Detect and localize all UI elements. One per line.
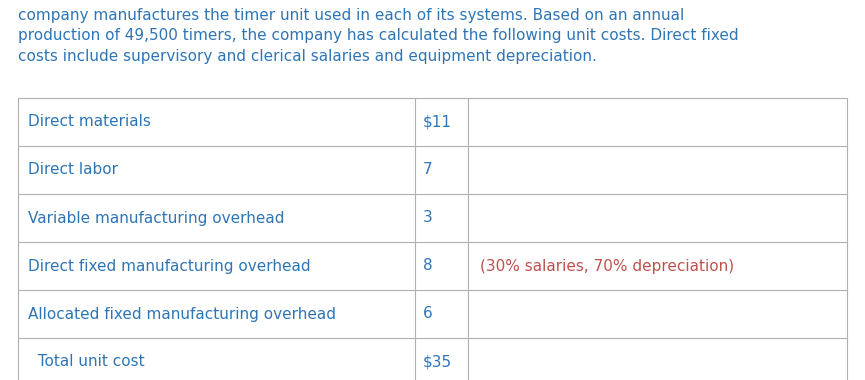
Bar [18, 98, 847, 380]
Text: (30% salaries, 70% depreciation): (30% salaries, 70% depreciation) [480, 258, 734, 274]
Text: Variable manufacturing overhead: Variable manufacturing overhead [28, 211, 285, 225]
Text: 7: 7 [423, 163, 432, 177]
Text: 3: 3 [423, 211, 432, 225]
Text: $11: $11 [423, 114, 452, 130]
Text: Direct materials: Direct materials [28, 114, 151, 130]
Text: Direct labor: Direct labor [28, 163, 118, 177]
Text: Direct fixed manufacturing overhead: Direct fixed manufacturing overhead [28, 258, 311, 274]
Text: Total unit cost: Total unit cost [28, 355, 144, 369]
Text: company manufactures the timer unit used in each of its systems. Based on an ann: company manufactures the timer unit used… [18, 8, 739, 64]
Text: 8: 8 [423, 258, 432, 274]
Text: $35: $35 [423, 355, 452, 369]
Text: Allocated fixed manufacturing overhead: Allocated fixed manufacturing overhead [28, 307, 336, 321]
Text: 6: 6 [423, 307, 432, 321]
